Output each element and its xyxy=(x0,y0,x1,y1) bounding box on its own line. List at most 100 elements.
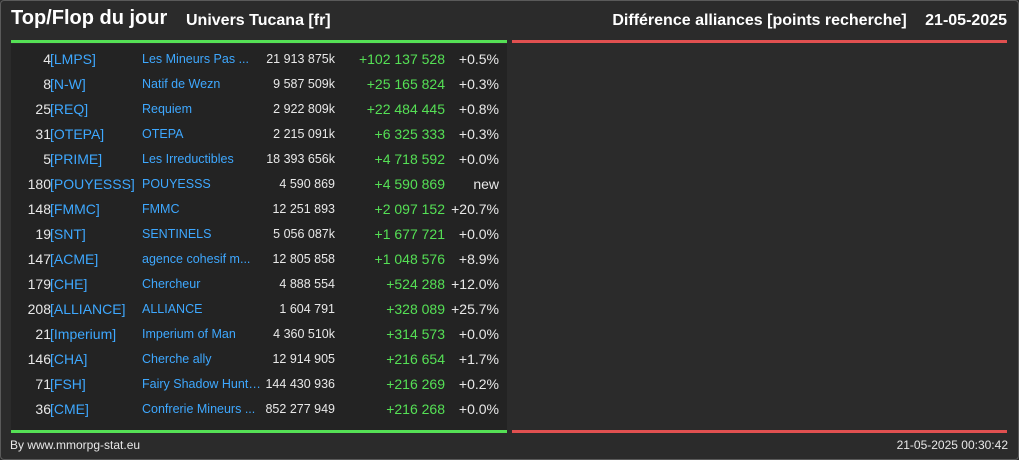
diff-cell: +4 718 592 xyxy=(374,151,445,167)
points-cell: 852 277 949 xyxy=(265,402,335,416)
percent-cell: +0.0% xyxy=(458,151,499,167)
diff-cell: +4 590 869 xyxy=(374,176,445,192)
table-row: 36 [CME] Confrerie Mineurs ... 852 277 949 +… xyxy=(11,397,507,422)
alliance-tag-link[interactable]: [CME] xyxy=(50,401,89,417)
alliance-tag-link[interactable]: [CHE] xyxy=(50,276,88,292)
table-row: 19 [SNT] SENTINELS 5 056 087k +1 677 721 +0.0… xyxy=(11,222,507,247)
rank-cell: 21 xyxy=(35,326,51,342)
category-label: Différence alliances [points recherche] xyxy=(612,12,907,29)
percent-cell: +12.0% xyxy=(451,276,499,292)
points-cell: 2 215 091k xyxy=(273,127,335,141)
timestamp: 21-05-2025 00:30:42 xyxy=(896,438,1008,452)
rank-cell: 147 xyxy=(27,251,51,267)
alliance-tag-link[interactable]: [PRIME] xyxy=(50,151,103,167)
alliance-name-link[interactable]: Les Irreductibles xyxy=(142,152,234,166)
alliance-name-link[interactable]: OTEPA xyxy=(142,127,184,141)
diff-cell: +1 048 576 xyxy=(374,251,445,267)
rank-cell: 179 xyxy=(27,276,51,292)
alliance-tag-link[interactable]: [ALLIANCE] xyxy=(50,301,126,317)
rank-cell: 36 xyxy=(35,401,51,417)
table-row: 146 [CHA] Cherche ally 12 914 905 +216 654 +1… xyxy=(11,347,507,372)
percent-cell: +0.0% xyxy=(458,326,499,342)
alliance-tag-link[interactable]: [CHA] xyxy=(50,351,88,367)
diff-cell: +328 089 xyxy=(386,301,445,317)
percent-cell: +1.7% xyxy=(458,351,499,367)
flop-accent-bar xyxy=(512,40,1007,43)
top-accent-bar xyxy=(11,40,507,43)
date-label: 21-05-2025 xyxy=(925,12,1007,29)
points-cell: 5 056 087k xyxy=(273,227,335,241)
percent-cell: +0.3% xyxy=(458,76,499,92)
points-cell: 4 888 554 xyxy=(279,277,335,291)
table-row: 180 [POUYESSS] POUYESSS 4 590 869 +4 590 869… xyxy=(11,172,507,197)
points-cell: 12 251 893 xyxy=(272,202,335,216)
points-cell: 4 590 869 xyxy=(279,177,335,191)
rank-cell: 208 xyxy=(27,301,51,317)
alliance-tag-link[interactable]: [FSH] xyxy=(50,376,86,392)
alliance-tag-link[interactable]: [POUYESSS] xyxy=(50,176,135,192)
rank-cell: 148 xyxy=(27,201,51,217)
source-link[interactable]: By www.mmorpg-stat.eu xyxy=(10,438,141,452)
diff-cell: +2 097 152 xyxy=(374,201,445,217)
diff-cell: +102 137 528 xyxy=(358,51,445,67)
table-row: 8 [N-W] Natif de Wezn 9 587 509k +25 165 824… xyxy=(11,72,507,97)
table-row: 148 [FMMC] FMMC 12 251 893 +2 097 152 +20.7% xyxy=(11,197,507,222)
percent-cell: +0.0% xyxy=(458,401,499,417)
alliance-name-link[interactable]: ALLIANCE xyxy=(142,302,203,316)
percent-cell: +0.2% xyxy=(458,376,499,392)
alliance-name-link[interactable]: Cherche ally xyxy=(142,352,212,366)
alliance-name-link[interactable]: Les Mineurs Pas ... xyxy=(142,52,249,66)
alliance-name-link[interactable]: FMMC xyxy=(142,202,180,216)
table-row: 147 [ACME] agence cohesif m... 12 805 858 +1… xyxy=(11,247,507,272)
diff-cell: +216 269 xyxy=(386,376,445,392)
alliance-name-link[interactable]: Chercheur xyxy=(142,277,201,291)
rank-cell: 180 xyxy=(27,176,51,192)
points-cell: 12 914 905 xyxy=(272,352,335,366)
alliance-name-link[interactable]: SENTINELS xyxy=(142,227,212,241)
rank-cell: 71 xyxy=(35,376,51,392)
points-cell: 21 913 875k xyxy=(266,52,335,66)
alliance-tag-link[interactable]: [LMPS] xyxy=(50,51,96,67)
rank-cell: 19 xyxy=(35,226,51,242)
rank-cell: 31 xyxy=(35,126,51,142)
alliance-tag-link[interactable]: [Imperium] xyxy=(50,326,117,342)
alliance-name-link[interactable]: agence cohesif m... xyxy=(142,252,251,266)
diff-cell: +22 484 445 xyxy=(366,101,445,117)
percent-cell: +25.7% xyxy=(451,301,499,317)
percent-cell: +8.9% xyxy=(458,251,499,267)
alliance-tag-link[interactable]: [REQ] xyxy=(50,101,89,117)
points-cell: 2 922 809k xyxy=(273,102,335,116)
table-row: 5 [PRIME] Les Irreductibles 18 393 656k +4 7… xyxy=(11,147,507,172)
rank-cell: 4 xyxy=(43,51,51,67)
alliance-name-link[interactable]: Confrerie Mineurs ... xyxy=(142,402,256,416)
diff-cell: +314 573 xyxy=(386,326,445,342)
points-cell: 144 430 936 xyxy=(265,377,335,391)
alliance-tag-link[interactable]: [OTEPA] xyxy=(50,126,105,142)
points-cell: 4 360 510k xyxy=(273,327,335,341)
rank-cell: 5 xyxy=(43,151,51,167)
diff-cell: +6 325 333 xyxy=(374,126,445,142)
alliance-name-link[interactable]: Fairy Shadow Hunte... xyxy=(142,377,264,391)
alliance-tag-link[interactable]: [FMMC] xyxy=(50,201,100,217)
alliance-name-link[interactable]: Imperium of Man xyxy=(142,327,236,341)
percent-cell: +0.0% xyxy=(458,226,499,242)
diff-cell: +216 268 xyxy=(386,401,445,417)
table-row: 208 [ALLIANCE] ALLIANCE 1 604 791 +328 089 +2… xyxy=(11,297,507,322)
diff-cell: +524 288 xyxy=(386,276,445,292)
flop-panel xyxy=(512,44,1007,430)
percent-cell: +0.5% xyxy=(458,51,499,67)
diff-cell: +1 677 721 xyxy=(374,226,445,242)
alliance-name-link[interactable]: Natif de Wezn xyxy=(142,77,221,91)
points-cell: 12 805 858 xyxy=(272,252,335,266)
points-cell: 18 393 656k xyxy=(266,152,335,166)
rank-cell: 8 xyxy=(43,76,51,92)
table-row: 31 [OTEPA] OTEPA 2 215 091k +6 325 333 +0.3% xyxy=(11,122,507,147)
diff-cell: +216 654 xyxy=(386,351,445,367)
alliance-tag-link[interactable]: [N-W] xyxy=(50,76,86,92)
rank-cell: 25 xyxy=(35,101,51,117)
alliance-name-link[interactable]: POUYESSS xyxy=(142,177,211,191)
alliance-name-link[interactable]: Requiem xyxy=(142,102,193,116)
universe-label: Univers Tucana [fr] xyxy=(186,12,331,29)
alliance-tag-link[interactable]: [SNT] xyxy=(50,226,86,242)
alliance-tag-link[interactable]: [ACME] xyxy=(50,251,99,267)
